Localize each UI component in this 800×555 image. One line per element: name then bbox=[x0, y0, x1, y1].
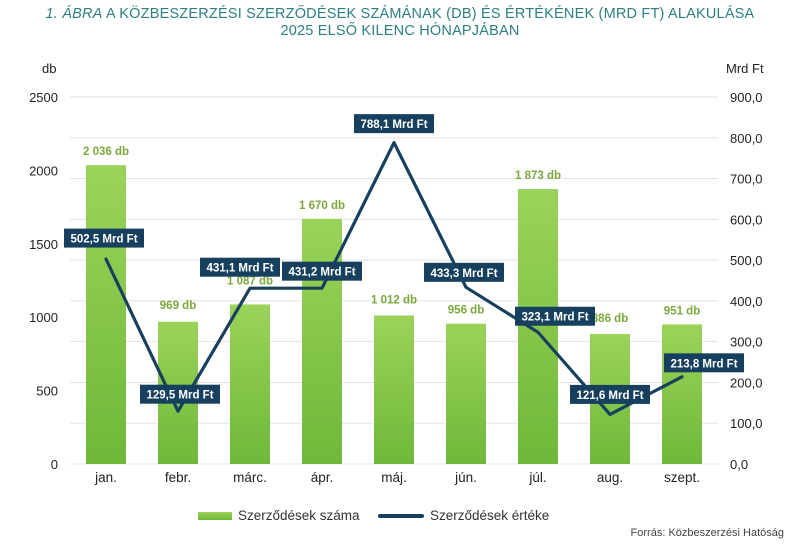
chart-title: 1. ÁBRA A KÖZBESZERZÉSI SZERZŐDÉSEK SZÁM… bbox=[0, 6, 800, 40]
legend-item-bars: Szerződések száma bbox=[198, 508, 360, 523]
title-line1: A KÖZBESZERZÉSI SZERZŐDÉSEK SZÁMÁNAK (DB… bbox=[102, 6, 755, 22]
source-note: Forrás: Közbeszerzési Hatóság bbox=[630, 527, 784, 539]
y-left-tick-label: 0 bbox=[51, 457, 58, 472]
line-data-label-box bbox=[570, 384, 650, 404]
bar-data-label: 951 db bbox=[664, 305, 700, 317]
x-tick-label: jan. bbox=[94, 470, 117, 485]
x-tick-label: júl. bbox=[528, 470, 546, 485]
line-data-label: 431,1 Mrd Ft bbox=[206, 263, 273, 275]
bar bbox=[302, 218, 342, 464]
line-data-label-box bbox=[282, 261, 362, 281]
line-data-label-box bbox=[664, 353, 744, 373]
y-left-tick-label: 500 bbox=[36, 384, 58, 399]
line-data-label: 129,5 Mrd Ft bbox=[146, 390, 213, 402]
line-data-label-box bbox=[354, 114, 434, 134]
y-right-tick-label: 200,0 bbox=[730, 375, 763, 390]
bar-data-label: 1 087 db bbox=[227, 275, 273, 287]
x-tick-label: máj. bbox=[381, 470, 407, 485]
bar bbox=[374, 315, 414, 464]
bar-data-label: 1 012 db bbox=[371, 294, 417, 306]
y-right-tick-label: 700,0 bbox=[730, 172, 763, 187]
line-data-label: 213,8 Mrd Ft bbox=[670, 358, 737, 370]
x-tick-label: márc. bbox=[233, 470, 267, 485]
legend-item-line: Szerződések értéke bbox=[378, 508, 549, 523]
bar-data-label: 886 db bbox=[592, 313, 628, 325]
title-line2: 2025 ELSŐ KILENC HÓNAPJÁBAN bbox=[280, 23, 520, 39]
bar bbox=[662, 324, 702, 464]
y-right-tick-label: 100,0 bbox=[730, 416, 763, 431]
x-tick-label: aug. bbox=[597, 470, 623, 485]
y-right-axis-label: Mrd Ft bbox=[726, 61, 764, 76]
bar-data-label: 2 036 db bbox=[83, 146, 129, 158]
bar bbox=[446, 323, 486, 464]
y-right-tick-label: 800,0 bbox=[730, 131, 763, 146]
y-right-tick-label: 900,0 bbox=[730, 90, 763, 105]
bar bbox=[230, 304, 270, 464]
legend-line-swatch bbox=[378, 513, 424, 518]
y-left-tick-label: 2500 bbox=[29, 90, 58, 105]
line-data-label: 502,5 Mrd Ft bbox=[70, 234, 137, 246]
bar-data-label: 969 db bbox=[160, 300, 196, 312]
bar bbox=[518, 189, 558, 465]
line-data-label: 433,3 Mrd Ft bbox=[430, 268, 497, 280]
line-data-label: 323,1 Mrd Ft bbox=[521, 312, 588, 324]
y-right-tick-label: 600,0 bbox=[730, 212, 763, 227]
x-tick-label: febr. bbox=[165, 470, 191, 485]
bar-data-label: 1 873 db bbox=[515, 170, 561, 182]
legend-line-label: Szerződések értéke bbox=[430, 508, 550, 523]
y-left-axis-label: db bbox=[42, 61, 56, 76]
line-data-label-box bbox=[515, 306, 595, 326]
line-data-label-box bbox=[200, 257, 280, 277]
bar bbox=[86, 165, 126, 464]
bar-data-label: 956 db bbox=[448, 305, 484, 317]
y-right-tick-label: 400,0 bbox=[730, 294, 763, 309]
y-left-tick-label: 1000 bbox=[29, 310, 58, 325]
x-tick-label: jún. bbox=[454, 470, 477, 485]
x-tick-label: szept. bbox=[664, 470, 700, 485]
line-data-label-box bbox=[140, 384, 220, 404]
bar-data-label: 1 670 db bbox=[299, 200, 345, 212]
line-data-label-box bbox=[424, 262, 504, 282]
legend: Szerződések száma Szerződések értéke bbox=[0, 508, 800, 530]
line-data-label: 431,2 Mrd Ft bbox=[288, 267, 355, 279]
line-data-label: 121,6 Mrd Ft bbox=[576, 390, 643, 402]
y-left-tick-label: 2000 bbox=[29, 163, 58, 178]
y-right-tick-label: 500,0 bbox=[730, 253, 763, 268]
y-right-tick-label: 300,0 bbox=[730, 335, 763, 350]
y-left-tick-label: 1500 bbox=[29, 237, 58, 252]
y-right-tick-label: 0,0 bbox=[730, 457, 748, 472]
legend-bars-label: Szerződések száma bbox=[238, 508, 360, 523]
x-tick-label: ápr. bbox=[311, 470, 334, 485]
legend-bar-swatch bbox=[198, 511, 232, 520]
line-data-label: 788,1 Mrd Ft bbox=[360, 119, 427, 131]
title-prefix: 1. ÁBRA bbox=[45, 6, 103, 22]
line-data-label-box bbox=[64, 228, 144, 248]
